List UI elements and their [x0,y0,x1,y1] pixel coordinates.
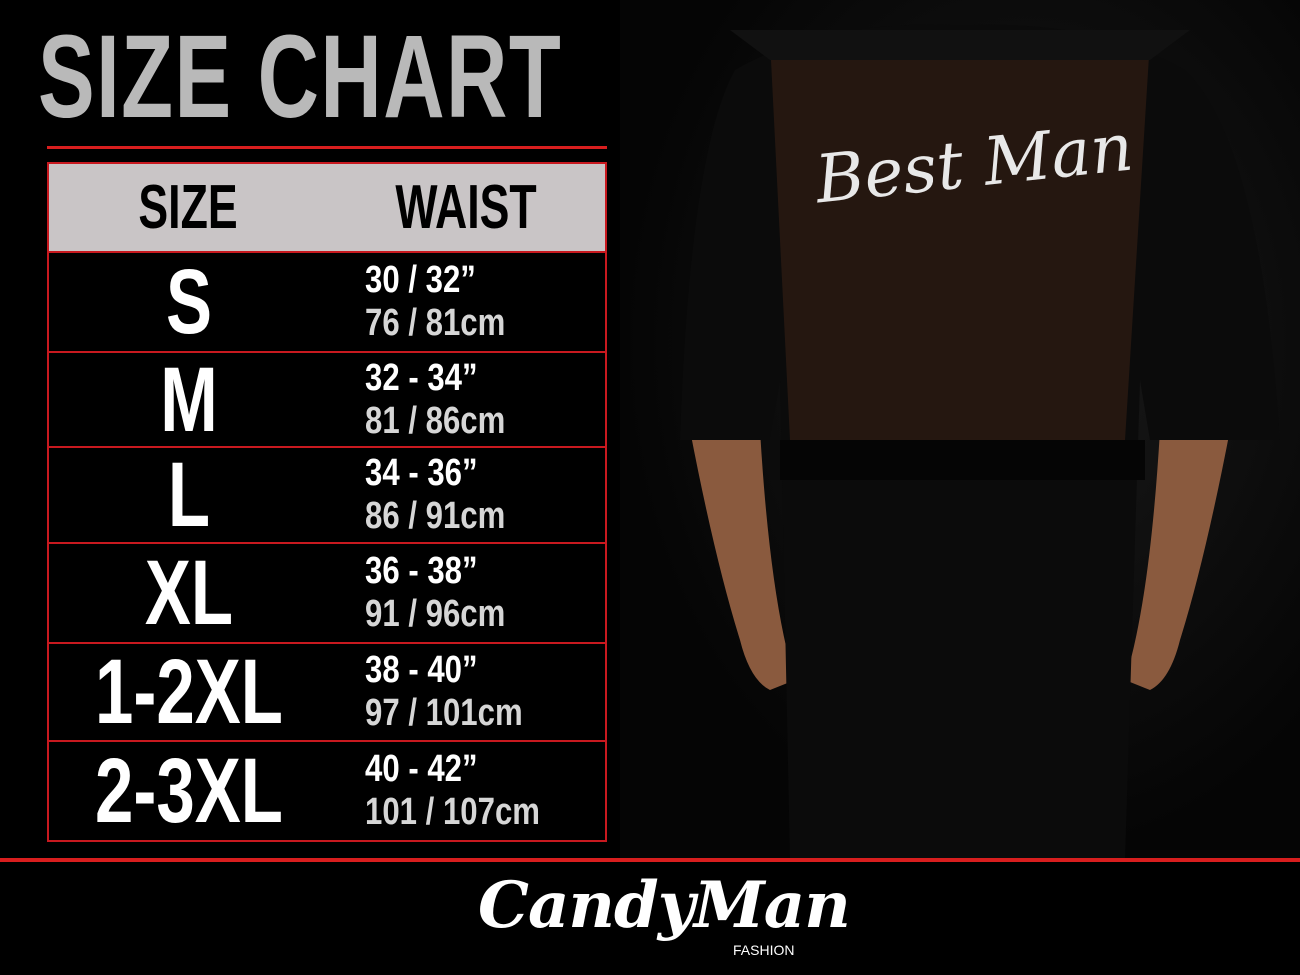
waist-inches: 38 - 40” [365,649,478,691]
waist-inches: 34 - 36” [365,452,478,494]
waist-inches: 32 - 34” [365,356,478,399]
waist-inches: 30 / 32” [365,259,476,301]
size-chart-table: SIZE WAIST S 30 / 32” 76 / 81cm M 32 - 34… [47,162,607,842]
brand-logo: CandyMan [478,868,851,943]
size-label: 2-3XL [95,740,283,842]
waist-cm: 91 / 96cm [365,593,506,635]
table-row: M 32 - 34” 81 / 86cm [49,353,605,448]
table-row: S 30 / 32” 76 / 81cm [49,253,605,353]
robe-model-illustration [680,24,1280,860]
header-waist: WAIST [395,173,537,242]
header-size: SIZE [138,173,238,242]
size-label: L [167,444,211,546]
product-photo: Best Man [620,0,1300,860]
size-label: 1-2XL [95,641,283,743]
table-row: XL 36 - 38” 91 / 96cm [49,544,605,644]
table-row: 1-2XL 38 - 40” 97 / 101cm [49,644,605,742]
brand-tagline: FASHION [733,942,795,958]
waist-inches: 36 - 38” [365,550,478,592]
title-divider [47,146,607,149]
waist-inches: 40 - 42” [365,748,478,790]
waist-cm: 81 / 86cm [365,399,506,442]
table-header: SIZE WAIST [49,164,605,253]
size-label: S [165,251,213,353]
footer-divider [0,858,1300,862]
waist-cm: 86 / 91cm [365,495,506,537]
table-row: 2-3XL 40 - 42” 101 / 107cm [49,742,605,840]
page-title: SIZE CHART [38,11,563,143]
table-row: L 34 - 36” 86 / 91cm [49,448,605,544]
size-label: M [160,348,218,451]
waist-cm: 101 / 107cm [365,791,540,833]
waist-cm: 97 / 101cm [365,692,523,734]
size-label: XL [144,542,234,644]
waist-cm: 76 / 81cm [365,302,506,344]
